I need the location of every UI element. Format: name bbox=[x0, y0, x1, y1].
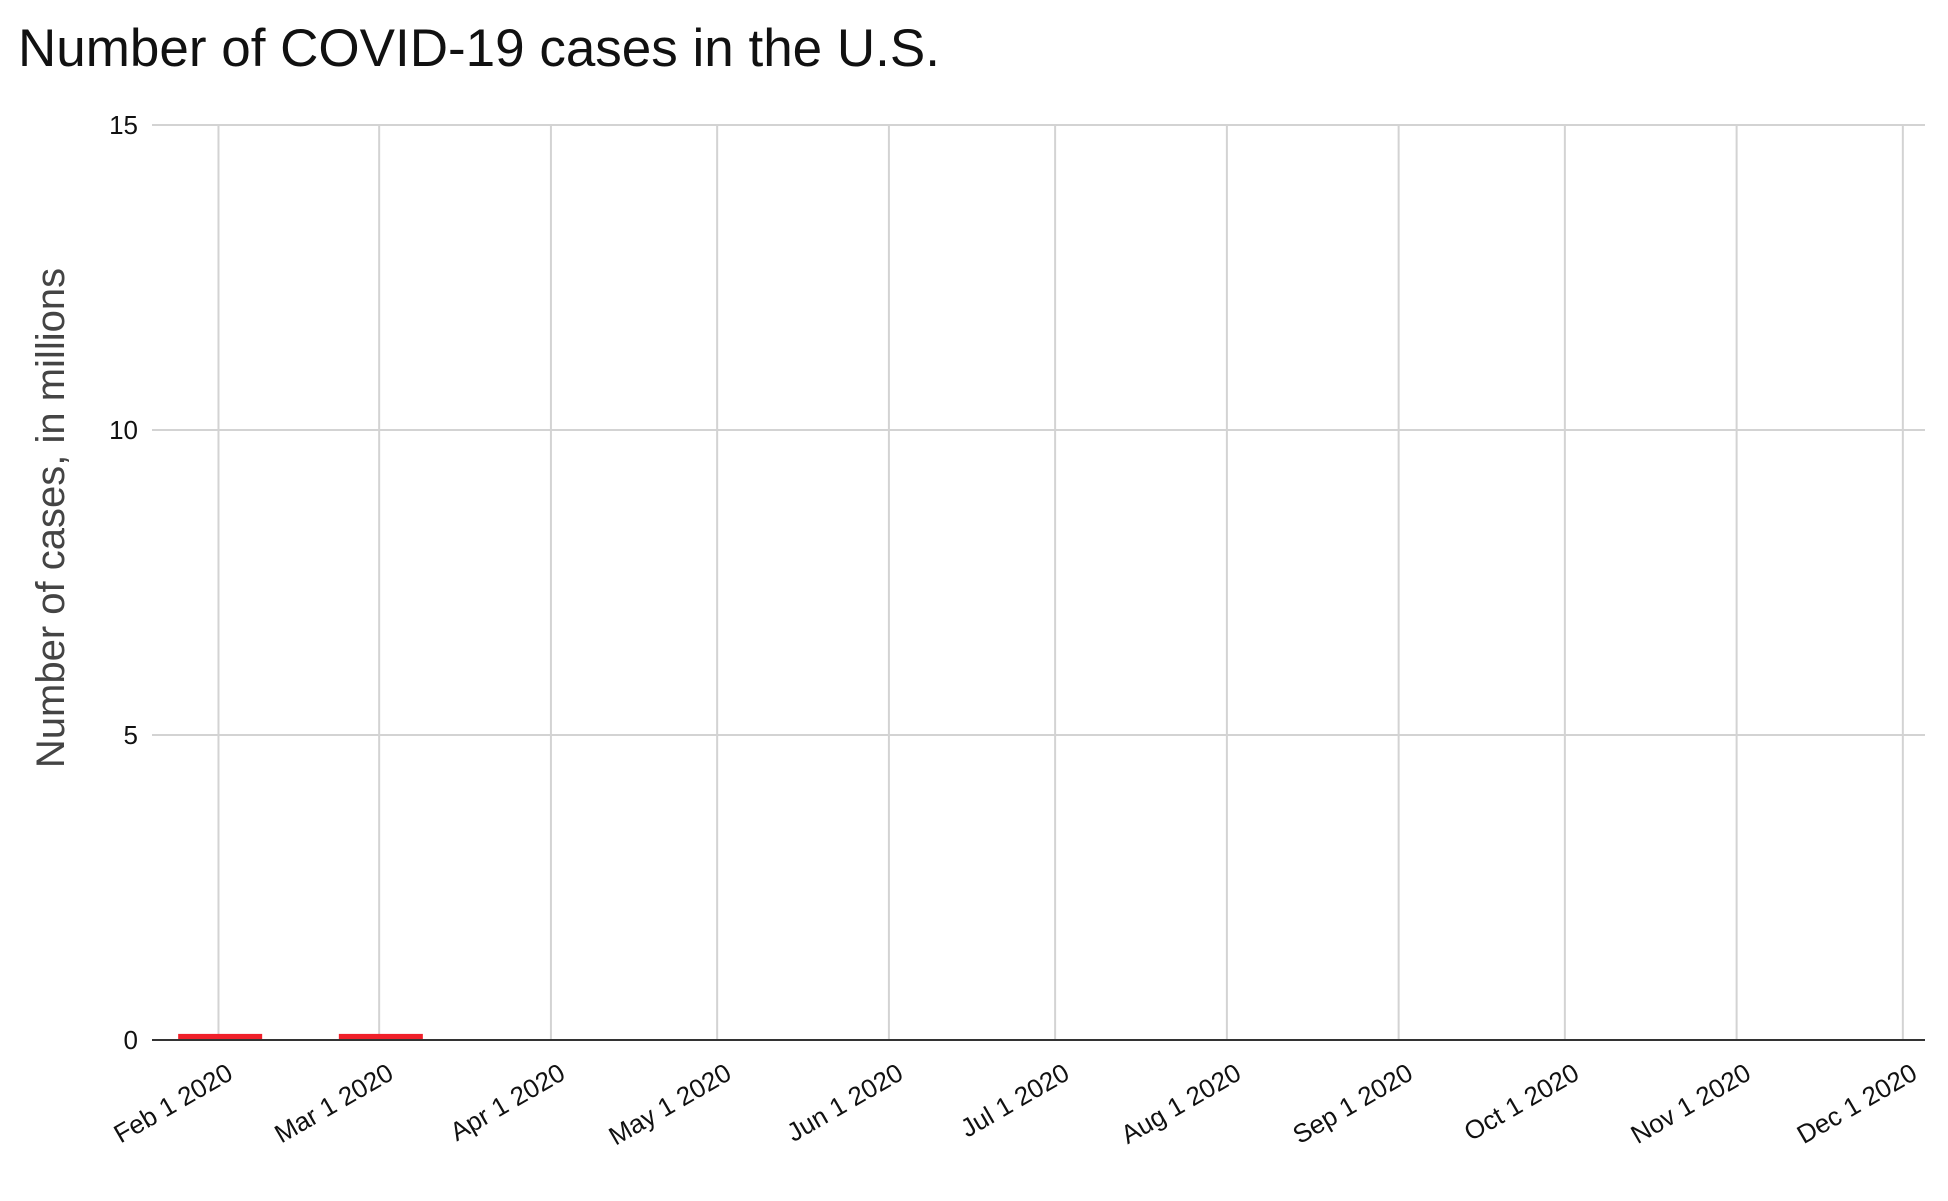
x-tick-label: Apr 1 2020 bbox=[445, 1057, 570, 1147]
bar bbox=[338, 1033, 423, 1040]
x-tick-label: Jun 1 2020 bbox=[781, 1057, 907, 1147]
y-tick-label: 0 bbox=[124, 1025, 138, 1055]
x-tick-label: Oct 1 2020 bbox=[1459, 1057, 1584, 1147]
x-tick-labels: Feb 1 2020 Mar 1 2020 Apr 1 2020 May 1 2020… bbox=[109, 1057, 1922, 1151]
x-tick-label: Dec 1 2020 bbox=[1792, 1057, 1922, 1149]
x-tick-label: Jul 1 2020 bbox=[955, 1057, 1074, 1143]
x-tick-label: Aug 1 2020 bbox=[1116, 1057, 1246, 1149]
y-tick-label: 10 bbox=[109, 415, 138, 445]
x-tick-label: Sep 1 2020 bbox=[1287, 1057, 1417, 1149]
grid-lines bbox=[152, 124, 1925, 1040]
chart-title: Number of COVID-19 cases in the U.S. bbox=[18, 19, 940, 78]
y-tick-label: 15 bbox=[109, 110, 138, 140]
x-tick-label: Nov 1 2020 bbox=[1625, 1057, 1755, 1149]
y-axis-label: Number of cases, in millions bbox=[29, 268, 73, 768]
x-tick-label: Feb 1 2020 bbox=[109, 1057, 238, 1149]
bar bbox=[178, 1033, 263, 1040]
bars bbox=[178, 1033, 423, 1040]
y-tick-labels: 0 5 10 15 bbox=[109, 110, 138, 1055]
x-tick-label: May 1 2020 bbox=[603, 1057, 736, 1151]
y-tick-label: 5 bbox=[124, 720, 138, 750]
x-tick-label: Mar 1 2020 bbox=[269, 1057, 398, 1149]
